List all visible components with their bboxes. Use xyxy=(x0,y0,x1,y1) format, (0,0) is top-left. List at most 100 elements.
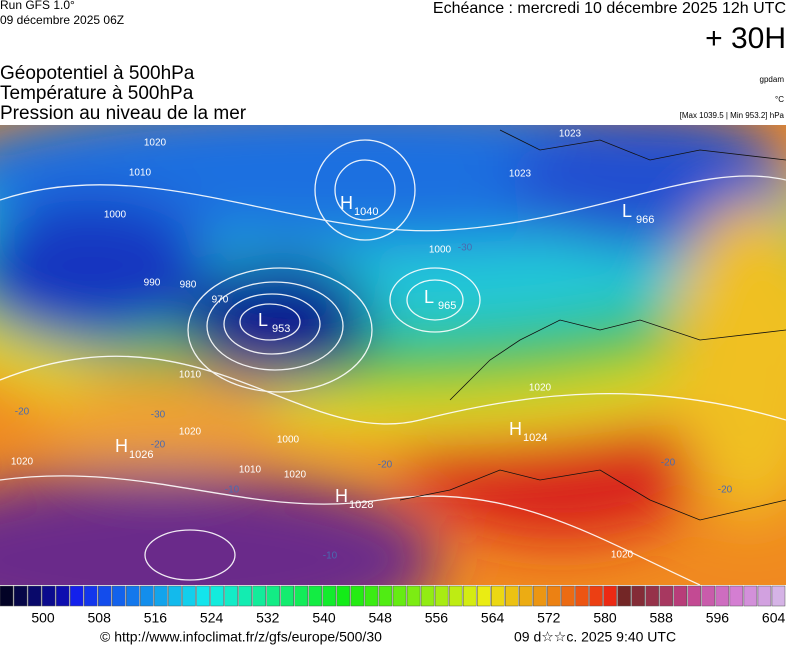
center-value: 1028 xyxy=(349,499,373,511)
colorbar-label: 524 xyxy=(200,610,224,626)
temperature-label: -20 xyxy=(15,407,30,418)
colorbar-swatch xyxy=(336,585,351,607)
colorbar-swatch xyxy=(322,585,337,607)
lead-time: + 30H xyxy=(705,22,786,55)
colorbar-swatch xyxy=(280,585,295,607)
colorbar-swatch xyxy=(406,585,421,607)
colorbar-swatch xyxy=(392,585,407,607)
isobar-label: 1020 xyxy=(179,427,202,438)
isobar-label: 990 xyxy=(144,278,161,289)
isobar-label: 1023 xyxy=(559,129,582,140)
colorbar-label: 604 xyxy=(762,610,786,626)
colorbar-swatch xyxy=(98,585,112,607)
title-temperature: Température à 500hPa xyxy=(0,83,194,104)
colorbar-swatch xyxy=(13,585,28,607)
colorbar-swatch xyxy=(126,585,140,607)
isobar-label: 1020 xyxy=(284,470,307,481)
run-date: 09 décembre 2025 06Z xyxy=(0,13,124,27)
center-letter: L xyxy=(258,310,268,330)
footer-stamp: 09 d☆☆c. 2025 9:40 UTC xyxy=(514,629,676,645)
colorbar-swatch xyxy=(505,585,519,607)
temperature-label: -20 xyxy=(661,458,676,469)
center-value: 953 xyxy=(272,323,290,335)
center-value: 1024 xyxy=(523,432,547,444)
unit-pressure: [Max 1039.5 | Min 953.2] hPa xyxy=(680,111,785,120)
colorbar-swatch xyxy=(55,585,70,607)
echeance: Echéance : mercredi 10 décembre 2025 12h… xyxy=(433,0,786,17)
colorbar-label: 516 xyxy=(144,610,168,626)
center-value: 1040 xyxy=(354,206,378,218)
unit-celsius: °C xyxy=(775,95,784,104)
colorbar-swatch xyxy=(519,585,533,607)
colorbar-label: 588 xyxy=(650,610,674,626)
temperature-label: -30 xyxy=(151,410,166,421)
temperature-label: -10 xyxy=(323,551,338,562)
colorbar-swatch xyxy=(266,585,280,607)
colorbar-swatch xyxy=(575,585,589,607)
colorbar-swatch xyxy=(83,585,98,607)
colorbar-swatch xyxy=(547,585,561,607)
colorbar-swatch xyxy=(252,585,266,607)
colorbar-swatch xyxy=(238,585,252,607)
map-field xyxy=(0,125,786,585)
isobar-label: 1010 xyxy=(129,168,152,179)
colorbar-swatch xyxy=(69,585,84,607)
isobar-label: 1023 xyxy=(509,169,532,180)
colorbar-swatch xyxy=(476,585,491,607)
temperature-label: -20 xyxy=(718,485,733,496)
colorbar-swatch xyxy=(350,585,365,607)
colorbar-swatch xyxy=(589,585,603,607)
colorbar-swatch xyxy=(561,585,575,607)
run-label: Run GFS 1.0° xyxy=(0,0,75,12)
center-value: 965 xyxy=(438,300,456,312)
colorbar-label: 596 xyxy=(706,610,730,626)
isobar-label: 980 xyxy=(180,280,197,291)
colorbar-swatch xyxy=(364,585,379,607)
isobar-label: 1000 xyxy=(104,210,127,221)
footer-url: © http://www.infoclimat.fr/z/gfs/europe/… xyxy=(100,629,382,645)
colorbar-swatch xyxy=(434,585,449,607)
colorbar-label: 508 xyxy=(88,610,112,626)
center-letter: L xyxy=(424,287,434,307)
isobar-label: 1010 xyxy=(239,465,262,476)
colorbar-swatch xyxy=(491,585,505,607)
colorbar-swatch xyxy=(715,585,730,607)
colorbar-label: 564 xyxy=(481,610,505,626)
unit-gpdam: gpdam xyxy=(760,75,785,84)
temperature-label: -20 xyxy=(151,440,166,451)
colorbar-swatch xyxy=(224,585,238,607)
center-letter: H xyxy=(335,486,348,506)
center-value: 1026 xyxy=(129,449,153,461)
colorbar-swatch xyxy=(27,585,42,607)
colorbar-label: 500 xyxy=(31,610,55,626)
colorbar-label: 540 xyxy=(312,610,336,626)
colorbar-swatch xyxy=(294,585,309,607)
colorbar-label: 548 xyxy=(369,610,393,626)
colorbar-swatch xyxy=(378,585,393,607)
isobar-label: 1020 xyxy=(11,457,34,468)
colorbar-swatch xyxy=(659,585,673,607)
isobar-label: 1010 xyxy=(179,370,202,381)
colorbar-label: 572 xyxy=(537,610,561,626)
colorbar-swatch xyxy=(154,585,168,607)
colorbar-swatch xyxy=(308,585,323,607)
colorbar-swatch xyxy=(603,585,617,607)
temperature-label: -30 xyxy=(458,243,473,254)
colorbar-swatch xyxy=(210,585,224,607)
colorbar-label: 556 xyxy=(425,610,449,626)
temperature-label: -20 xyxy=(378,460,393,471)
center-value: 966 xyxy=(636,214,654,226)
center-letter: H xyxy=(115,436,128,456)
isobar-label: 1020 xyxy=(144,138,167,149)
colorbar-swatch xyxy=(617,585,631,607)
colorbar-swatch xyxy=(0,585,14,607)
colorbar-swatch xyxy=(196,585,210,607)
colorbar-swatch xyxy=(112,585,126,607)
colorbar-swatch xyxy=(771,585,786,607)
colorbar-swatch xyxy=(701,585,716,607)
isobar-label: 1020 xyxy=(611,550,634,561)
colorbar-swatch xyxy=(729,585,744,607)
colorbar-swatch xyxy=(168,585,182,607)
